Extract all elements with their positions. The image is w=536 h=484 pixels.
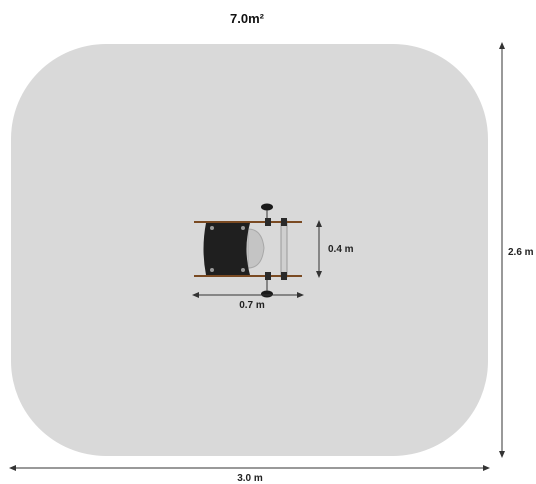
connector xyxy=(265,272,271,280)
total-width-label: 3.0 m xyxy=(237,473,263,484)
equipment-depth-label: 0.4 m xyxy=(328,244,354,255)
connector xyxy=(265,218,271,226)
handle-grip-bottom xyxy=(261,290,273,298)
connector xyxy=(281,272,287,280)
equipment-width-label: 0.7 m xyxy=(239,300,265,311)
seat-bolt xyxy=(241,268,245,272)
total-depth-label: 2.6 m xyxy=(508,247,534,258)
total-width-dimension xyxy=(9,465,490,471)
connector xyxy=(281,218,287,226)
equipment-depth-dimension xyxy=(316,220,322,278)
total-depth-dimension xyxy=(499,42,505,458)
footrest xyxy=(247,228,265,269)
seat-bolt xyxy=(241,226,245,230)
area-label: 7.0m² xyxy=(230,11,265,26)
spring-rocker-equipment xyxy=(194,203,302,298)
seat-bolt xyxy=(210,268,214,272)
handle-grip-top xyxy=(261,203,273,211)
handle-post xyxy=(280,220,288,278)
equipment-width-dimension xyxy=(192,292,304,298)
seat xyxy=(203,223,250,275)
seat-bolt xyxy=(210,226,214,230)
